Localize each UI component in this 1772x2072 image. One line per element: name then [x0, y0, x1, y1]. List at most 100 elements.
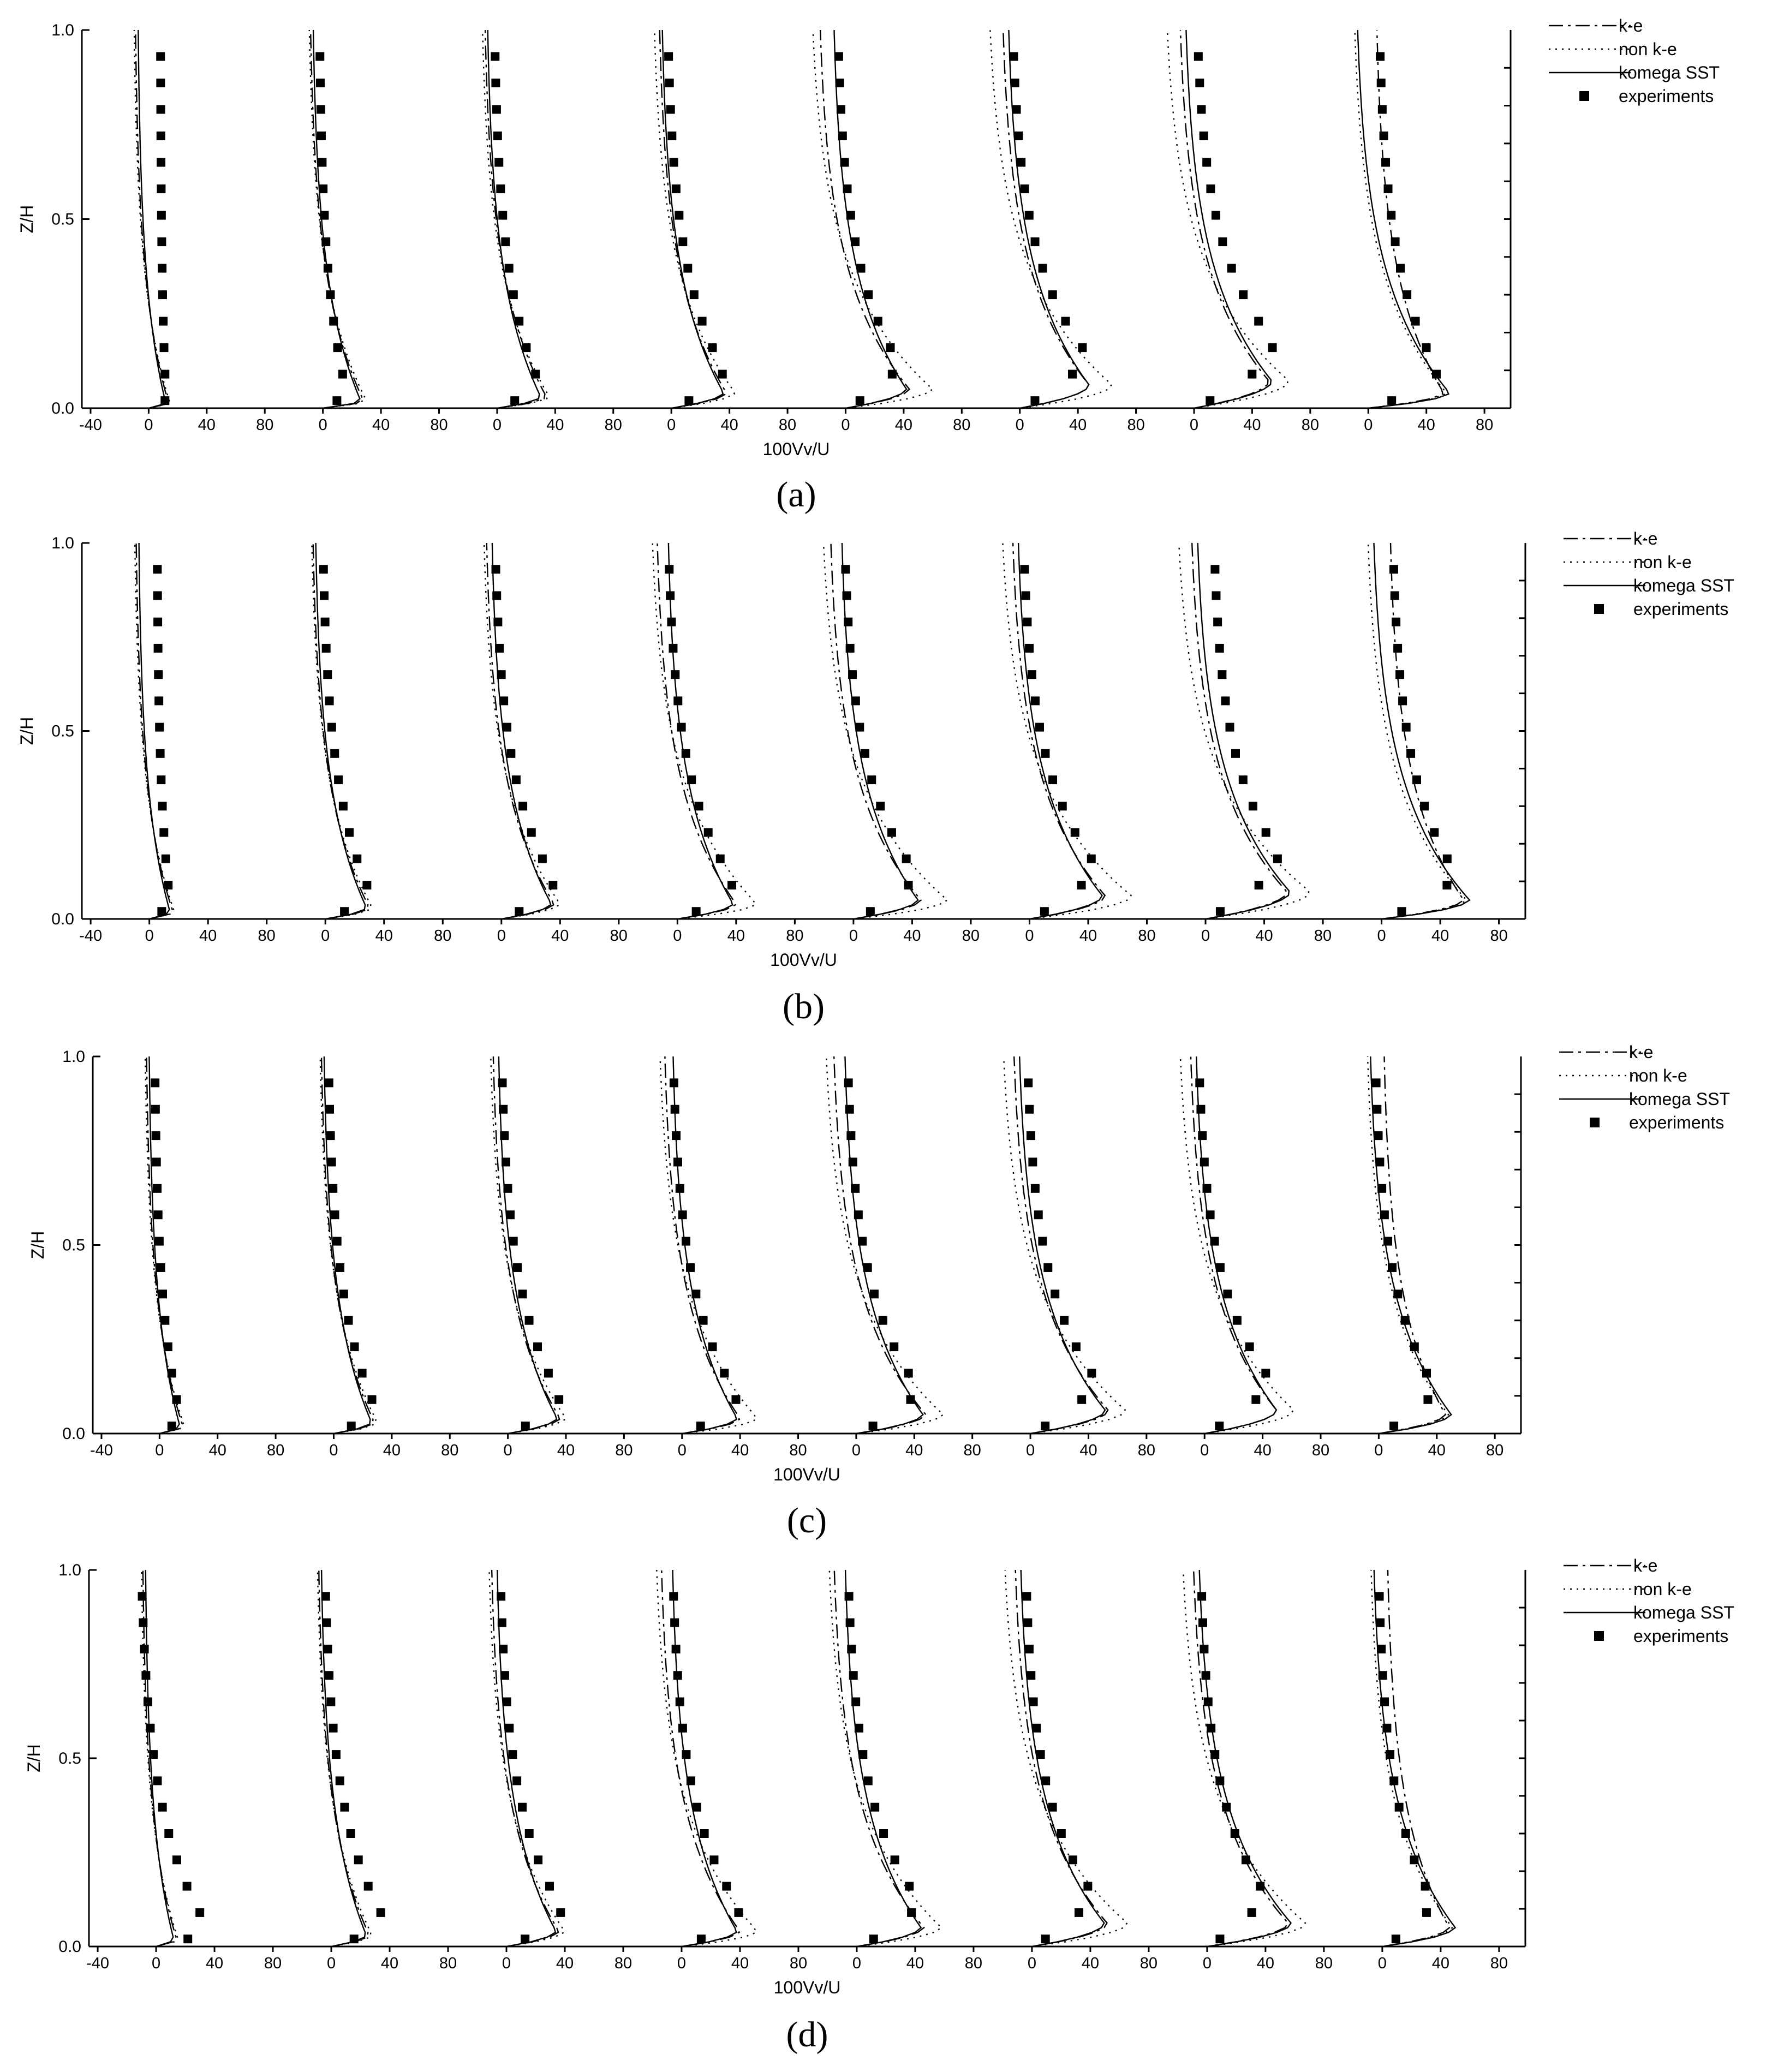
x-tick-label: -40	[86, 1955, 109, 1972]
x-tick-label: 0	[1364, 416, 1373, 434]
x-tick-label: 40	[381, 1955, 398, 1972]
profile-line-komega-sst	[672, 1056, 738, 1435]
experiment-marker	[670, 1618, 679, 1627]
experiment-marker	[845, 1618, 855, 1627]
experiment-marker	[1383, 184, 1393, 194]
experiment-marker	[1017, 158, 1026, 167]
experiment-marker	[491, 79, 500, 88]
experiment-marker	[158, 802, 167, 811]
experiment-marker	[708, 343, 717, 353]
experiment-marker	[1020, 565, 1029, 574]
experiment-marker	[902, 854, 911, 863]
experiment-marker	[1389, 1776, 1399, 1786]
experiment-marker	[498, 1078, 507, 1088]
profile-line-k-e	[1381, 542, 1465, 920]
experiment-marker	[904, 880, 913, 889]
experiment-marker	[1197, 1592, 1207, 1601]
x-tick-label: 80	[953, 416, 970, 434]
experiment-marker	[367, 1395, 377, 1404]
experiment-marker	[515, 907, 524, 916]
experiment-marker	[1248, 369, 1257, 379]
experiment-marker	[677, 722, 686, 732]
experiment-marker	[172, 1855, 181, 1865]
experiment-marker	[1215, 1934, 1225, 1944]
x-tick-label: 0	[504, 1442, 512, 1459]
experiment-marker	[1038, 264, 1047, 273]
experiment-marker	[155, 722, 164, 732]
experiment-marker	[1030, 396, 1040, 405]
experiment-marker	[1061, 317, 1070, 326]
experiment-marker	[509, 1237, 518, 1246]
profile-line-komega-sst	[1185, 29, 1272, 409]
experiment-marker	[153, 643, 163, 653]
experiment-marker	[856, 264, 866, 273]
experiment-marker	[496, 184, 505, 194]
experiment-marker	[157, 237, 166, 247]
experiment-marker	[671, 184, 681, 194]
experiment-marker	[138, 1592, 147, 1601]
experiment-marker	[868, 1422, 878, 1431]
experiment-marker	[161, 854, 170, 863]
experiment-marker	[1393, 643, 1403, 653]
x-tick-label: 80	[1138, 927, 1155, 945]
experiment-marker	[1200, 1644, 1209, 1653]
profile-line-non-k-e	[826, 1056, 945, 1435]
experiment-marker	[694, 802, 703, 811]
x-tick-label: 0	[497, 927, 506, 945]
profile-line-non-k-e	[488, 1569, 565, 1948]
experiment-marker	[492, 591, 502, 600]
experiment-marker	[329, 1184, 338, 1193]
x-tick-label: 40	[199, 927, 217, 945]
x-tick-label: 80	[1312, 1442, 1329, 1459]
experiment-marker	[513, 1263, 522, 1272]
experiment-marker	[149, 1750, 158, 1759]
experiment-marker	[1410, 1855, 1419, 1865]
experiment-marker	[1406, 749, 1416, 758]
experiment-marker	[1411, 317, 1420, 326]
experiment-marker	[840, 158, 849, 167]
profile-line-k-e	[1191, 542, 1287, 920]
x-tick-label: 80	[267, 1442, 284, 1459]
experiment-marker	[157, 211, 166, 220]
experiment-marker	[172, 1395, 181, 1404]
experiment-marker	[1387, 396, 1397, 405]
experiment-marker	[1215, 1422, 1224, 1431]
experiment-marker	[1379, 132, 1388, 141]
experiment-marker	[357, 1369, 367, 1378]
experiment-marker	[156, 79, 165, 88]
experiment-marker	[869, 1289, 879, 1299]
experiment-marker	[1035, 722, 1044, 732]
experiment-marker	[684, 396, 694, 405]
experiment-marker	[1442, 854, 1452, 863]
experiment-marker	[1431, 369, 1441, 379]
experiment-marker	[673, 1157, 682, 1167]
panel-label: (a)	[776, 475, 816, 515]
profile-line-k-e	[1190, 1056, 1278, 1435]
experiment-marker	[1210, 565, 1220, 574]
x-tick-label: 80	[439, 1955, 457, 1972]
experiment-marker	[556, 1908, 565, 1917]
profile-line-k-e	[318, 1569, 369, 1948]
experiment-marker	[1239, 290, 1248, 300]
y-axis-title: Z/H	[17, 717, 37, 745]
experiment-marker	[1375, 1592, 1384, 1601]
experiment-marker	[498, 211, 508, 220]
x-tick-label: 40	[209, 1442, 226, 1459]
experiment-marker	[334, 775, 343, 785]
experiment-marker	[376, 1908, 385, 1917]
x-tick-label: 40	[1082, 1955, 1099, 1972]
experiment-marker	[708, 1342, 717, 1352]
experiment-marker	[321, 643, 331, 653]
experiment-marker	[1223, 1289, 1232, 1299]
experiment-marker	[1221, 696, 1230, 706]
experiment-marker	[347, 1422, 356, 1431]
x-tick-label: 80	[962, 927, 980, 945]
profile-line-k-e	[820, 29, 911, 409]
profile-line-komega-sst	[1373, 542, 1471, 920]
x-tick-label: 80	[779, 416, 796, 434]
experiment-marker	[340, 1802, 349, 1812]
legend-label: k-e	[1619, 16, 1643, 35]
experiment-marker	[1232, 1316, 1242, 1325]
experiment-marker	[508, 1750, 517, 1759]
